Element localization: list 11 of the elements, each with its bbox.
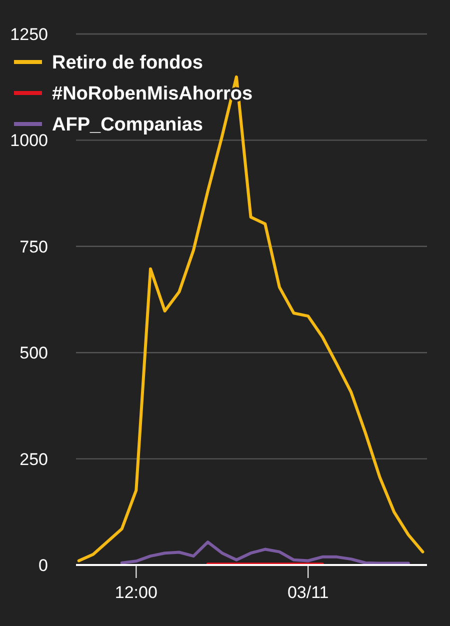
y-tick-label: 250 — [20, 450, 48, 469]
legend-label: AFP_Companias — [52, 114, 203, 136]
legend-label: Retiro de fondos — [52, 52, 203, 74]
x-tick-label: 12:00 — [114, 583, 158, 602]
y-tick-label: 750 — [20, 237, 48, 256]
y-tick-label: 0 — [38, 556, 48, 575]
y-tick-label: 500 — [20, 344, 48, 363]
y-tick-label: 1000 — [10, 131, 48, 150]
line-series — [120, 540, 410, 565]
x-tick-label: 03/11 — [287, 583, 329, 602]
y-tick-label: 1250 — [10, 24, 48, 44]
